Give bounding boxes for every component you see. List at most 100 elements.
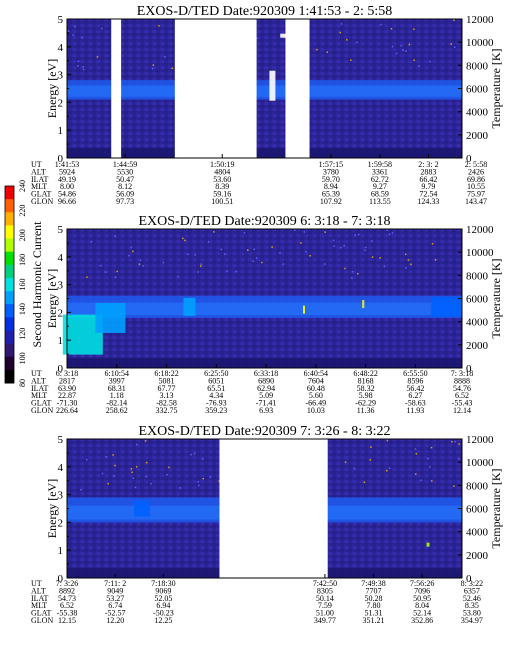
table-cell: 6.94	[156, 601, 170, 610]
y-tick-label: 3	[58, 70, 64, 82]
noise-speckle	[415, 453, 418, 455]
noise-speckle	[371, 240, 373, 242]
noise-speckle	[429, 60, 431, 63]
table-cell: 12.14	[453, 406, 471, 415]
noise-speckle	[380, 23, 382, 26]
y2-tick-label: 8000	[466, 480, 489, 492]
y2-tick-label: 6000	[466, 294, 489, 306]
table-cell: 8.00	[60, 182, 74, 191]
table-cell: 6.52	[455, 391, 469, 400]
table-cell: 72.54	[419, 190, 437, 199]
noise-speckle	[162, 261, 165, 264]
y2-tick-label: 8000	[466, 270, 489, 282]
table-cell: 50.28	[365, 594, 383, 603]
table-row-label: UT	[31, 579, 42, 588]
colorbar: 240 220 200 180 160 140 120 100 80 Second Harmoni…	[4, 180, 44, 387]
table-cell: 7707	[366, 586, 382, 595]
noise-speckle	[451, 440, 453, 443]
noise-speckle	[100, 264, 102, 267]
table-cell: 3361	[372, 167, 388, 176]
noise-speckle	[309, 255, 311, 257]
intensity-hotspot	[303, 305, 305, 314]
y-tick-label: 2	[58, 517, 64, 529]
noise-speckle	[453, 485, 455, 487]
table-cell: 67.77	[158, 384, 176, 393]
table-cell: 52.05	[154, 594, 172, 603]
table-cell: 2817	[59, 376, 75, 385]
noise-speckle	[414, 448, 417, 450]
table-cell: -66.49	[306, 399, 327, 408]
table-cell: 1:50:19	[210, 160, 234, 169]
y2-axis-label: Temperature [K]	[489, 258, 503, 338]
noise-speckle	[171, 67, 174, 70]
noise-speckle	[431, 242, 434, 245]
noise-speckle	[430, 480, 433, 482]
noise-speckle	[350, 59, 352, 61]
table-cell: 6890	[258, 376, 274, 385]
panel-title: EXOS-D/TED Date:920309 6: 3:18 - 7: 3:18	[139, 214, 391, 229]
table-cell: 6.52	[60, 601, 74, 610]
table-cell: 9.79	[421, 182, 435, 191]
table-cell: 8888	[454, 376, 470, 385]
table-cell: -55.38	[57, 609, 78, 618]
noise-speckle	[213, 231, 215, 233]
noise-speckle	[388, 233, 391, 236]
noise-speckle	[198, 484, 200, 487]
noise-speckle	[305, 250, 307, 253]
colorbar-tick-label: 120	[18, 328, 27, 340]
noise-speckle	[199, 265, 202, 267]
table-cell: 9049	[107, 586, 123, 595]
table-cell: -58.63	[405, 399, 426, 408]
table-cell: 6:40:54	[304, 369, 328, 378]
panel-1: EXOS-D/TED Date:920309 1:41:53 - 2: 5:58…	[31, 4, 503, 206]
noise-speckle	[114, 464, 116, 467]
noise-speckle	[405, 50, 407, 52]
low-energy-strip	[67, 358, 462, 368]
table-cell: 50.47	[116, 175, 134, 184]
noise-speckle	[404, 253, 407, 256]
colorbar-segment	[5, 277, 14, 292]
noise-speckle	[152, 64, 155, 66]
table-cell: 58.32	[357, 384, 375, 393]
table-cell: 8.94	[324, 182, 338, 191]
noise-speckle	[77, 60, 80, 63]
noise-speckle	[353, 467, 356, 470]
table-cell: 59.70	[322, 175, 340, 184]
y2-tick-label: 6000	[466, 84, 489, 96]
y2-tick-label: 2000	[466, 550, 489, 562]
y-tick-label: 5	[58, 14, 64, 26]
noise-speckle	[179, 487, 182, 489]
noise-speckle	[414, 473, 417, 475]
noise-speckle	[80, 488, 82, 491]
table-cell: 107.92	[320, 197, 342, 206]
noise-speckle	[391, 232, 394, 234]
noise-speckle	[200, 263, 202, 265]
table-cell: 5.98	[359, 391, 373, 400]
noise-speckle	[339, 31, 342, 34]
noise-speckle	[410, 263, 412, 266]
table-cell: 65.39	[322, 190, 340, 199]
table-cell: 6051	[208, 376, 224, 385]
y2-tick-label: 10000	[466, 37, 494, 49]
noise-speckle	[96, 56, 99, 58]
intensity-hotspot	[95, 302, 126, 333]
noise-speckle	[271, 246, 273, 248]
noise-speckle	[101, 472, 104, 475]
y2-tick-label: 4000	[466, 107, 489, 119]
colorbar-segment	[5, 251, 14, 266]
noise-speckle	[405, 267, 407, 269]
table-cell: 1:59:58	[368, 160, 392, 169]
table-cell: 12.15	[58, 616, 76, 625]
colorbar-segment	[5, 317, 14, 331]
colorbar-frame	[4, 185, 15, 384]
table-cell: 10.55	[467, 182, 485, 191]
y-tick-label: 3	[58, 490, 64, 502]
table-cell: 54.73	[58, 594, 76, 603]
y-tick-label: 2	[58, 307, 64, 319]
table-cell: 1:57:15	[319, 160, 343, 169]
table-row-label: ILAT	[31, 175, 48, 184]
table-cell: 2: 3: 2	[418, 160, 438, 169]
noise-speckle	[114, 235, 117, 238]
y2-tick-label: 12000	[466, 14, 494, 26]
colorbar-segment	[5, 199, 14, 213]
